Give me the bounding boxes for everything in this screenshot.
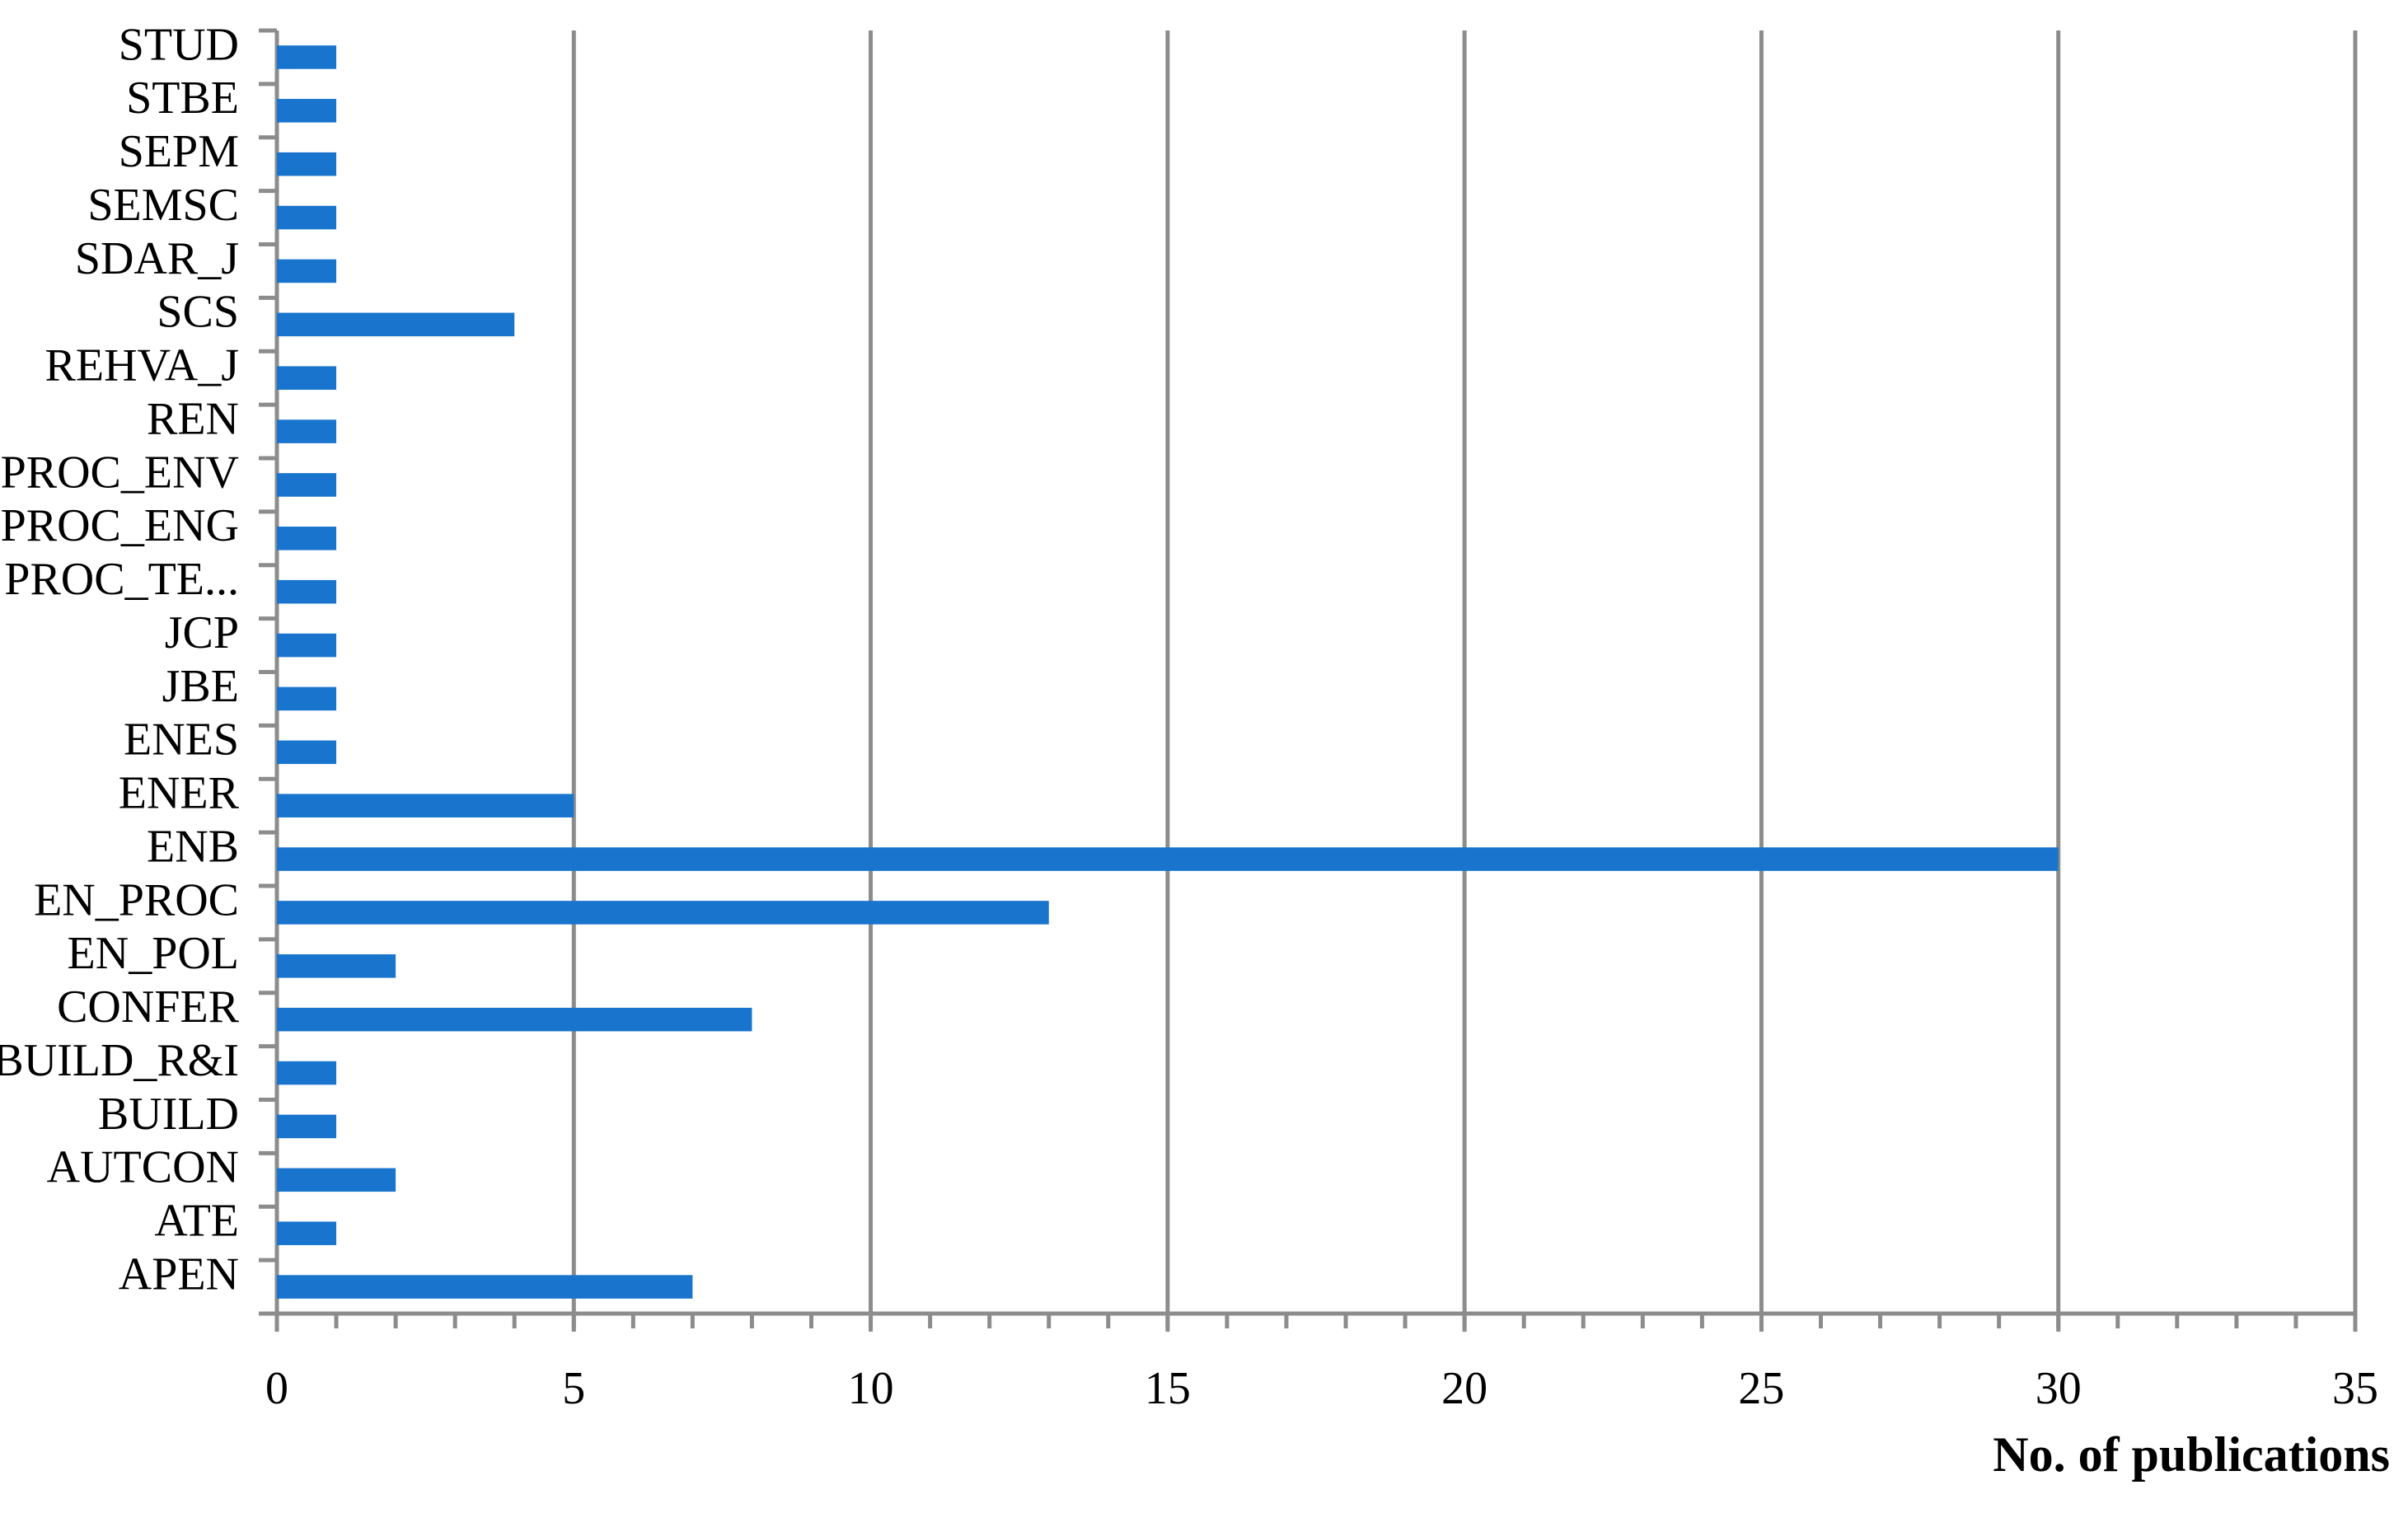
y-tick-label: ENES xyxy=(124,714,239,766)
y-tick-label: APEN xyxy=(119,1248,239,1300)
x-tick-label: 25 xyxy=(1738,1363,1784,1414)
x-tick-label: 10 xyxy=(848,1363,894,1414)
y-tick-label: SEPM xyxy=(119,126,239,177)
bar xyxy=(277,366,337,390)
bar xyxy=(277,1221,337,1245)
bar xyxy=(277,901,1049,925)
y-tick-label: EN_PROC xyxy=(34,874,239,925)
bar xyxy=(277,1114,337,1139)
bar xyxy=(277,99,337,123)
y-tick-label: STBE xyxy=(126,73,239,124)
x-axis-label: No. of publications xyxy=(1993,1427,2390,1482)
y-tick-label: BUILD_R&I xyxy=(0,1035,239,1086)
bar xyxy=(277,847,2059,871)
bar xyxy=(277,686,337,711)
y-tick-label: JCP xyxy=(165,607,239,658)
y-tick-label: EN_POL xyxy=(68,928,239,979)
x-tick-label: 20 xyxy=(1441,1363,1487,1414)
bar xyxy=(277,1061,337,1085)
bar xyxy=(277,152,337,176)
y-tick-label: SEMSC xyxy=(87,180,239,231)
y-tick-label: STUD xyxy=(119,19,239,70)
x-tick-label: 5 xyxy=(562,1363,585,1414)
x-tick-label: 0 xyxy=(265,1363,288,1414)
y-tick-label: PROC_ENG xyxy=(1,500,239,551)
y-tick-label: PROC_TE... xyxy=(4,554,239,605)
y-tick-label: SDAR_J xyxy=(75,233,239,284)
bar xyxy=(277,419,337,443)
bar xyxy=(277,579,337,604)
bar xyxy=(277,794,574,817)
y-tick-label: ENER xyxy=(119,768,240,819)
bar xyxy=(277,633,337,658)
y-tick-label: ENB xyxy=(147,821,239,872)
bar xyxy=(277,1275,693,1299)
y-tick-label: AUTCON xyxy=(47,1142,239,1193)
y-tick-label: JBE xyxy=(162,661,239,712)
y-tick-label: REHVA_J xyxy=(45,340,239,391)
bar xyxy=(277,954,396,978)
y-tick-label: REN xyxy=(147,393,239,444)
bar xyxy=(277,473,337,497)
x-tick-label: 35 xyxy=(2332,1363,2378,1414)
bar xyxy=(277,312,515,337)
bar xyxy=(277,45,337,69)
y-tick-label: CONFER xyxy=(57,981,240,1033)
bar xyxy=(277,259,337,283)
y-tick-label: ATE xyxy=(154,1196,239,1247)
bar xyxy=(277,527,337,550)
bar xyxy=(277,205,337,230)
x-tick-label: 30 xyxy=(2036,1363,2082,1414)
bar xyxy=(277,1168,396,1192)
x-tick-label: 15 xyxy=(1145,1363,1191,1414)
y-tick-label: BUILD xyxy=(98,1089,239,1140)
bar xyxy=(277,1007,752,1032)
bar xyxy=(277,740,337,765)
y-tick-label: PROC_ENV xyxy=(1,447,239,498)
y-tick-label: SCS xyxy=(157,287,239,338)
